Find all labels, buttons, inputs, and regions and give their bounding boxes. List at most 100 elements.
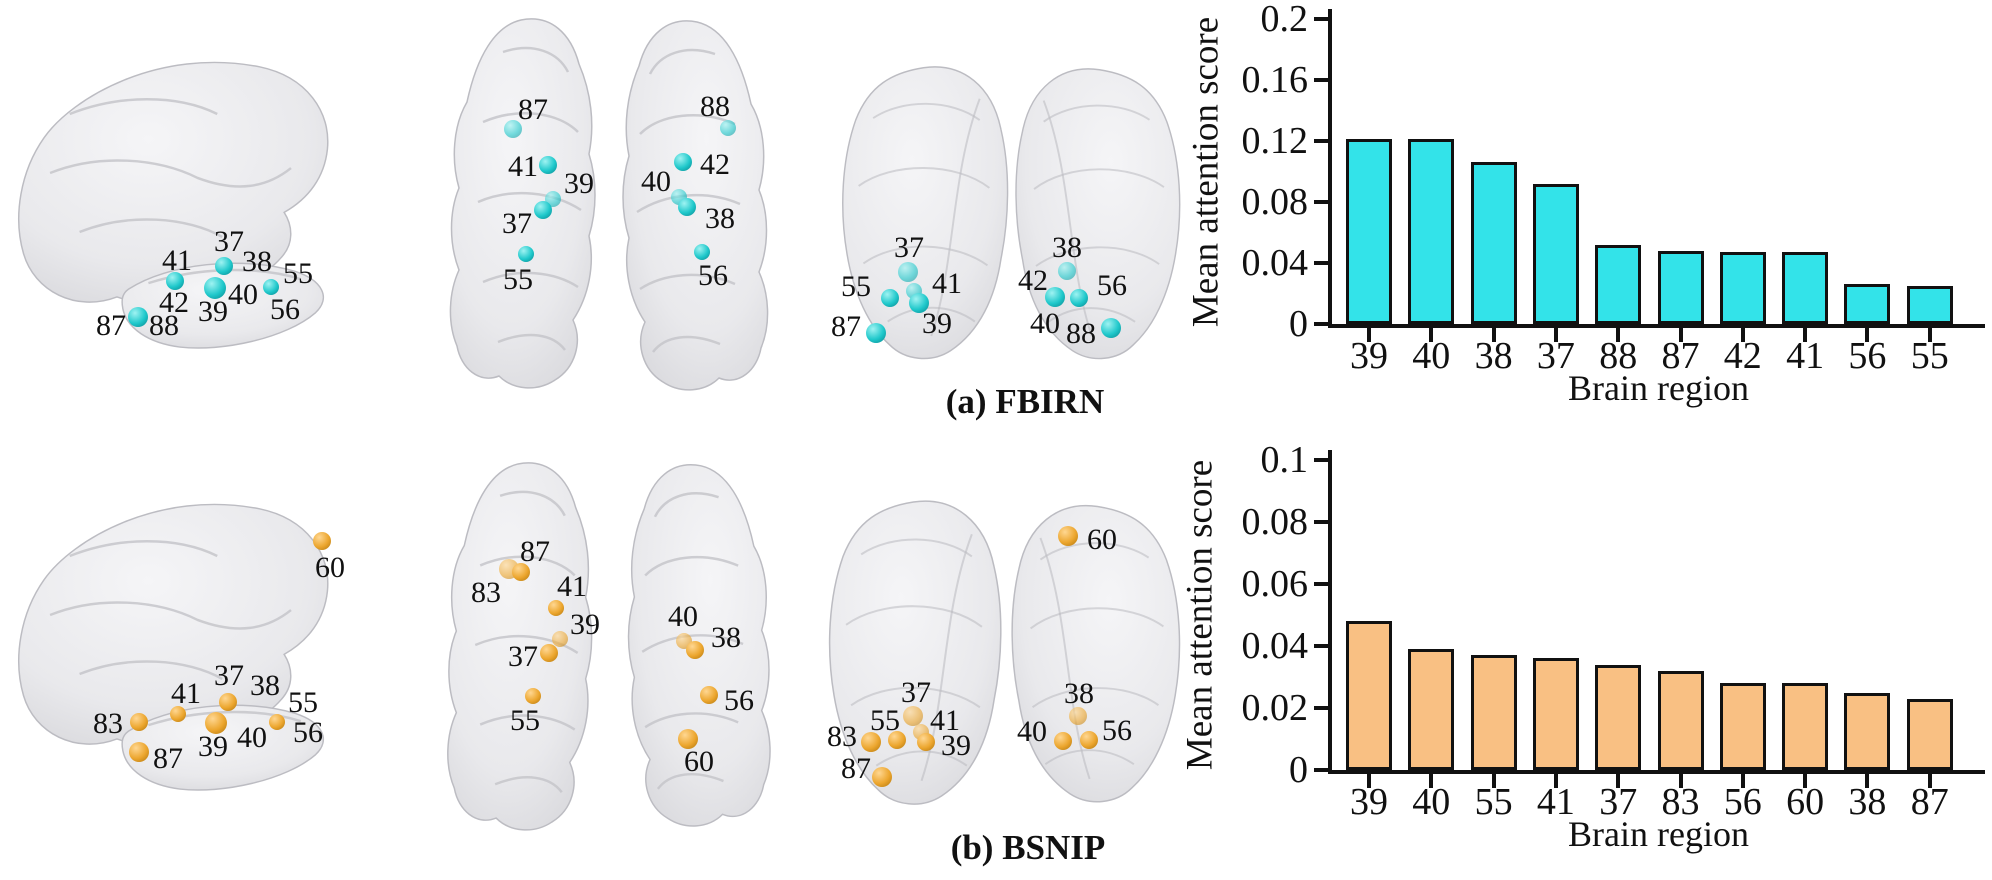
x-tick-mark: [1678, 774, 1683, 788]
y-tick-label: 0.02: [1241, 687, 1309, 729]
x-tick-label: 56: [1723, 781, 1762, 823]
bar-40: [1408, 649, 1455, 770]
brain-node: [1080, 731, 1098, 749]
x-tick-label: 39: [1350, 781, 1388, 823]
brain-node: [720, 120, 736, 136]
brain-node: [129, 742, 149, 762]
brain-region-label: 39: [922, 307, 952, 340]
y-tick-label: 0.16: [1241, 59, 1309, 101]
brain-node: [872, 767, 892, 787]
brain-region-label: 87: [153, 742, 183, 775]
bar-38: [1844, 692, 1891, 770]
y-tick-mark: [1314, 458, 1328, 462]
brain-posterior-right-view-a: [1015, 68, 1181, 360]
brain-region-label: 41: [930, 704, 960, 737]
x-tick-mark: [1616, 328, 1621, 342]
brain-posterior-left-view-b: [828, 500, 1002, 805]
y-tick-mark: [1314, 582, 1328, 586]
x-tick-label: 55: [1474, 781, 1513, 823]
bar-60: [1782, 683, 1829, 770]
brain-region-label: 56: [270, 293, 300, 326]
x-tick-mark: [1491, 774, 1496, 788]
bar-39: [1346, 621, 1392, 770]
brain-node: [1045, 287, 1065, 307]
brain-node: [518, 246, 534, 262]
x-tick-label: 41: [1536, 781, 1575, 823]
brain-region-label: 40: [641, 165, 671, 198]
brain-posterior-left-view-a: [842, 66, 1009, 360]
brain-region-label: 55: [510, 704, 540, 737]
x-tick-label: 40: [1412, 781, 1451, 823]
brain-region-label: 39: [198, 730, 228, 763]
x-tick-mark: [1803, 774, 1808, 788]
brain-node: [700, 686, 718, 704]
brain-region-label: 37: [214, 659, 244, 692]
y-tick-label: 0.06: [1241, 563, 1309, 605]
brain-node: [917, 733, 935, 751]
brain-region-label: 83: [471, 576, 501, 609]
x-tick-mark: [1367, 774, 1371, 788]
x-tick-label: 60: [1786, 781, 1825, 823]
x-tick-mark: [1740, 774, 1745, 788]
brain-region-label: 88: [1066, 317, 1096, 350]
brain-region-label: 42: [159, 286, 189, 319]
y-tick-label: 0.08: [1241, 181, 1309, 223]
brain-region-label: 39: [198, 295, 228, 328]
x-tick-mark: [1553, 328, 1558, 342]
brain-region-label: 56: [1102, 714, 1132, 747]
brain-region-label: 39: [570, 608, 600, 641]
x-tick-label: 38: [1474, 335, 1513, 377]
brain-region-label: 38: [711, 621, 741, 654]
y-tick-label: 0: [1289, 749, 1308, 791]
brain-node: [881, 289, 899, 307]
brain-node: [130, 713, 148, 731]
brain-region-label: 87: [520, 535, 550, 568]
x-tick-label: 83: [1661, 781, 1700, 823]
brain-node: [170, 706, 186, 722]
bar-39: [1346, 139, 1392, 324]
brain-region-label: 56: [698, 259, 728, 292]
bar-38: [1470, 162, 1517, 324]
brain-node: [898, 262, 918, 282]
x-tick-mark: [1678, 328, 1683, 342]
brain-region-label: 87: [841, 752, 871, 785]
brain-region-label: 37: [901, 676, 931, 709]
x-tick-label: 37: [1536, 335, 1575, 377]
brain-region-label: 37: [894, 231, 924, 264]
brain-region-label: 88: [700, 90, 730, 123]
x-tick-label: 38: [1848, 781, 1887, 823]
brain-region-label: 38: [1052, 231, 1082, 264]
brain-node: [909, 293, 929, 313]
brain-region-label: 40: [668, 600, 698, 633]
brain-node: [512, 563, 530, 581]
bar-83: [1657, 670, 1704, 770]
brain-posterior-right-view-b: [1011, 504, 1181, 803]
y-axis-title: Mean attention score: [1179, 459, 1221, 771]
x-tick-label: 37: [1599, 781, 1638, 823]
x-axis-line: [1328, 324, 1985, 328]
brain-region-label: 60: [1087, 523, 1117, 556]
brain-node: [204, 277, 226, 299]
brain-region-label: 83: [93, 707, 123, 740]
y-tick-label: 0.04: [1241, 625, 1309, 667]
y-tick-mark: [1314, 706, 1328, 710]
x-tick-label: 40: [1412, 335, 1451, 377]
bar-55: [1470, 655, 1517, 770]
brain-node: [504, 120, 522, 138]
bar-87: [1657, 250, 1704, 324]
brain-node: [903, 706, 923, 726]
brain-region-label: 56: [293, 716, 323, 749]
x-axis-line: [1328, 770, 1985, 774]
brain-region-label: 39: [564, 167, 594, 200]
x-tick-mark: [1740, 328, 1745, 342]
y-axis-title: Mean attention score: [1185, 16, 1227, 328]
x-tick-label: 88: [1599, 335, 1638, 377]
brain-node: [539, 156, 557, 174]
y-tick-label: 0: [1289, 303, 1308, 345]
brain-node: [269, 714, 285, 730]
brain-node: [686, 641, 704, 659]
brain-region-label: 60: [315, 551, 345, 584]
brain-node: [1058, 526, 1078, 546]
brain-region-label: 38: [1064, 677, 1094, 710]
